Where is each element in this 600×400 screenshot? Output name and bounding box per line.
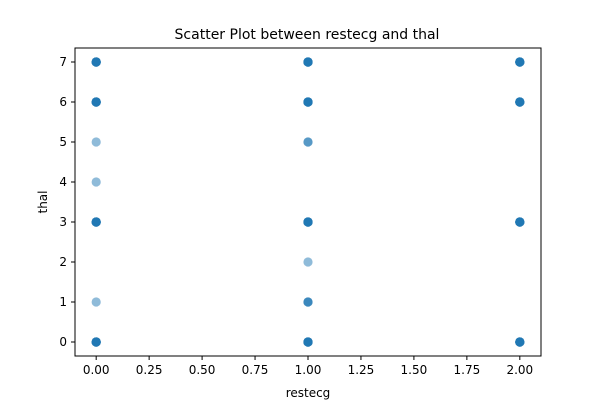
points-layer — [91, 57, 525, 347]
scatter-point — [303, 97, 313, 107]
scatter-point — [303, 137, 313, 147]
scatter-point-marker — [91, 337, 101, 347]
scatter-point-marker — [303, 137, 313, 147]
scatter-point-marker — [515, 217, 525, 227]
scatter-point-marker — [303, 97, 313, 107]
scatter-point — [91, 97, 101, 107]
scatter-point-marker — [303, 297, 313, 307]
y-tick-label: 5 — [59, 135, 67, 149]
scatter-point — [515, 217, 525, 227]
scatter-point — [515, 337, 525, 347]
y-tick-label: 1 — [59, 295, 67, 309]
x-tick-label: 2.00 — [506, 363, 533, 377]
scatter-point-marker — [515, 97, 525, 107]
scatter-point-marker — [515, 337, 525, 347]
x-tick-label: 0.25 — [136, 363, 163, 377]
scatter-point-marker — [91, 297, 101, 307]
y-axis-label: thal — [36, 191, 50, 214]
scatter-point — [91, 297, 101, 307]
x-tick-label: 1.50 — [401, 363, 428, 377]
scatter-point-marker — [91, 217, 101, 227]
scatter-point — [515, 97, 525, 107]
scatter-point-marker — [91, 177, 101, 187]
scatter-point — [303, 337, 313, 347]
chart-title: Scatter Plot between restecg and thal — [175, 27, 440, 43]
scatter-point-marker — [91, 97, 101, 107]
y-tick-label: 6 — [59, 95, 67, 109]
x-tick-label: 0.00 — [83, 363, 110, 377]
scatter-point — [91, 337, 101, 347]
scatter-point — [515, 57, 525, 67]
x-tick-label: 0.50 — [189, 363, 216, 377]
x-tick-label: 1.25 — [348, 363, 375, 377]
scatter-point — [91, 177, 101, 187]
scatter-point — [303, 297, 313, 307]
x-tick-label: 0.75 — [242, 363, 269, 377]
y-tick-label: 0 — [59, 335, 67, 349]
scatter-point-marker — [91, 57, 101, 67]
y-tick-label: 2 — [59, 255, 67, 269]
scatter-point-marker — [303, 217, 313, 227]
scatter-point-marker — [515, 57, 525, 67]
scatter-point-marker — [91, 137, 101, 147]
scatter-point — [303, 217, 313, 227]
scatter-point-marker — [303, 257, 313, 267]
scatter-point — [91, 137, 101, 147]
scatter-point-marker — [303, 57, 313, 67]
x-axis-label: restecg — [286, 386, 331, 400]
scatter-point — [303, 57, 313, 67]
scatter-point-marker — [303, 337, 313, 347]
y-tick-label: 7 — [59, 55, 67, 69]
x-tick-label: 1.75 — [454, 363, 481, 377]
y-axis: 0 1 2 3 4 5 6 7 — [59, 55, 75, 349]
scatter-point — [91, 217, 101, 227]
y-tick-label: 4 — [59, 175, 67, 189]
scatter-point — [303, 257, 313, 267]
y-tick-label: 3 — [59, 215, 67, 229]
x-tick-label: 1.00 — [295, 363, 322, 377]
x-axis: 0.00 0.25 0.50 0.75 1.00 1.25 1.50 1.75 2.00 — [83, 356, 533, 377]
scatter-point — [91, 57, 101, 67]
